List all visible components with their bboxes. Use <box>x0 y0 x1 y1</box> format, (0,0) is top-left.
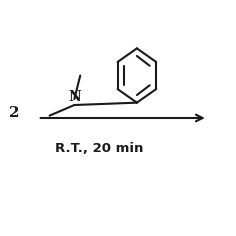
Text: R.T., 20 min: R.T., 20 min <box>55 142 143 155</box>
Text: 2: 2 <box>9 106 20 120</box>
Text: N: N <box>68 90 81 104</box>
